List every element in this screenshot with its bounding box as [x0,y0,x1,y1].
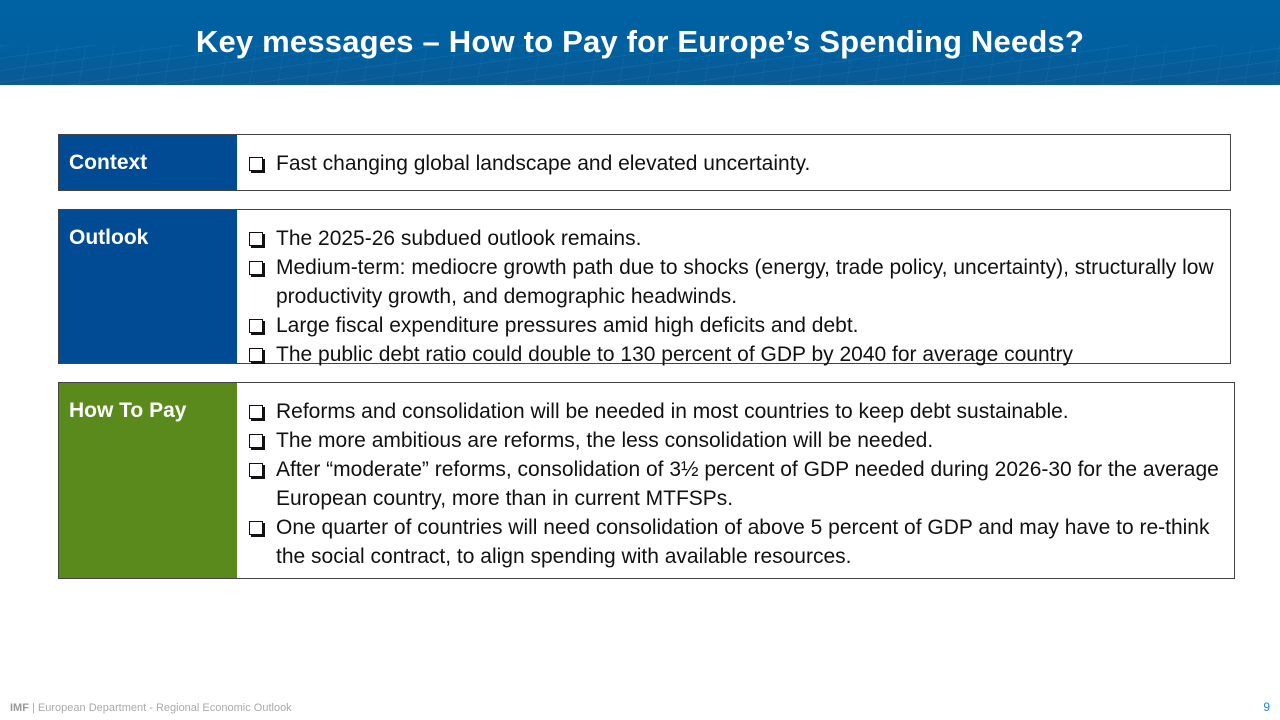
bullet-item: Large fiscal expenditure pressures amid … [247,311,1230,340]
section-outlook: Outlook The 2025-26 subdued outlook remai… [58,209,1231,366]
checkbox-bullet-icon [249,157,263,171]
bullet-item: Fast changing global landscape and eleva… [247,149,810,178]
bullet-text: Medium-term: mediocre growth path due to… [276,256,1214,308]
checkbox-bullet-icon [249,319,263,333]
slide-title: Key messages – How to Pay for Europe’s S… [195,24,1085,59]
checkbox-bullet-icon [249,434,263,448]
bullet-item: The more ambitious are reforms, the less… [247,426,1234,455]
bullet-item: One quarter of countries will need conso… [247,513,1234,571]
header-banner: Key messages – How to Pay for Europe’s S… [0,0,1280,85]
checkbox-bullet-icon [249,261,263,275]
section-context: Context Fast changing global landscape an… [58,134,1231,191]
section-label: Context [59,135,237,190]
bullet-text: Fast changing global landscape and eleva… [276,152,811,175]
bullet-text: One quarter of countries will need conso… [276,516,1210,568]
checkbox-bullet-icon [249,348,263,362]
section-label: How To Pay [59,383,237,578]
bullet-text: After “moderate” reforms, consolidation … [276,458,1219,510]
bullet-item: The 2025-26 subdued outlook remains. [247,224,1230,253]
checkbox-bullet-icon [249,232,263,246]
section-items: Reforms and consolidation will be needed… [237,383,1234,578]
checkbox-bullet-icon [249,463,263,477]
bullet-text: The public debt ratio could double to 13… [276,343,1073,366]
page-number: 9 [1263,700,1270,714]
header-texture [0,45,1280,85]
section-items: Fast changing global landscape and eleva… [237,135,810,190]
bullet-item: The public debt ratio could double to 13… [247,340,1230,369]
footer-text: European Department - Regional Economic … [37,702,292,714]
section-items: The 2025-26 subdued outlook remains. Medi… [237,210,1230,366]
bullet-text: Reforms and consolidation will be needed… [276,400,1069,423]
checkbox-bullet-icon [249,405,263,419]
bullet-item: Reforms and consolidation will be needed… [247,397,1234,426]
section-how-to-pay: How To Pay Reforms and consolidation will… [58,382,1235,579]
bullet-text: The 2025-26 subdued outlook remains. [276,227,642,250]
footer: IMF | European Department - Regional Eco… [10,702,292,714]
section-label: Outlook [59,210,237,363]
checkbox-bullet-icon [249,521,263,535]
bullet-item: After “moderate” reforms, consolidation … [247,455,1234,513]
bullet-text: The more ambitious are reforms, the less… [276,429,934,452]
footer-org: IMF [10,702,29,714]
footer-separator: | [28,702,38,714]
bullet-item: Medium-term: mediocre growth path due to… [247,253,1230,311]
bullet-text: Large fiscal expenditure pressures amid … [276,314,859,337]
